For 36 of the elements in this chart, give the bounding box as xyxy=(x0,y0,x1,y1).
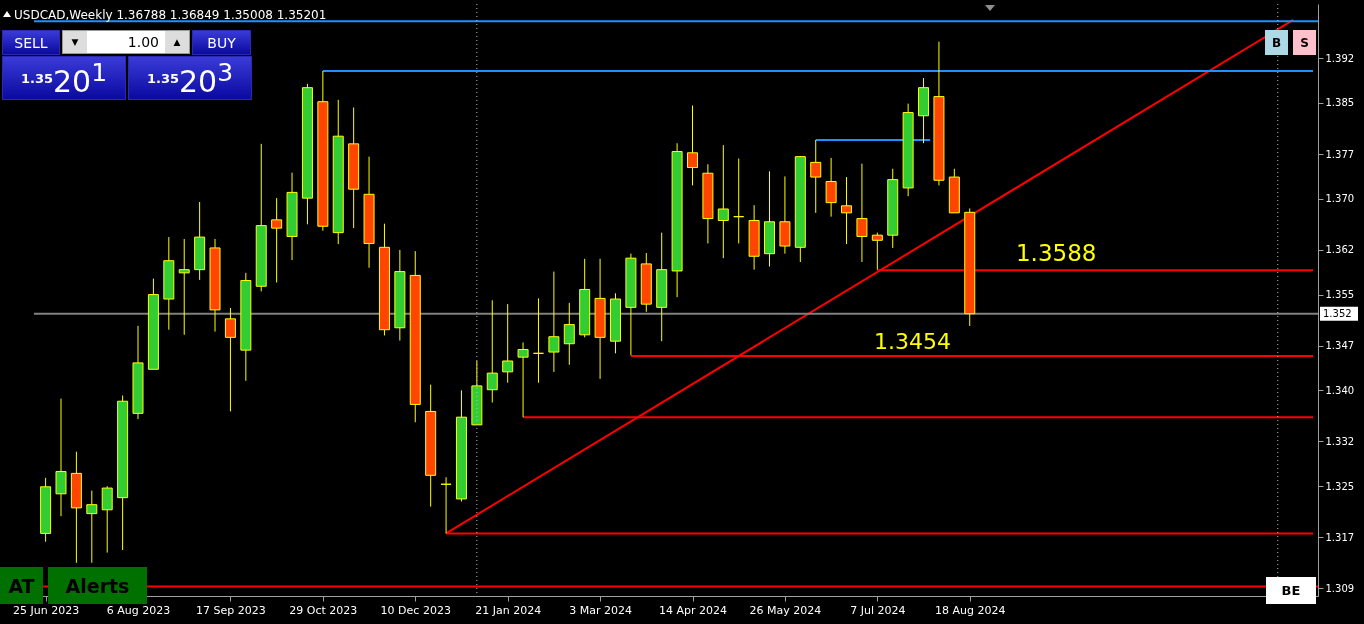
at-button: AT xyxy=(0,567,43,604)
x-tick-label: 6 Aug 2023 xyxy=(106,603,171,617)
y-tick-label: 1.362 xyxy=(1325,244,1355,256)
sell-button: SELL xyxy=(2,30,60,55)
y-tick-label: 1.325 xyxy=(1325,480,1355,492)
y-tick-label: 1.340 xyxy=(1325,384,1355,396)
buy-button: BUY xyxy=(192,30,251,55)
x-tick-label: 10 Dec 2023 xyxy=(380,603,451,617)
x-tick-label: 29 Oct 2023 xyxy=(289,603,358,617)
y-tick-label: 1.317 xyxy=(1325,531,1355,543)
x-tick-label: 3 Mar 2024 xyxy=(569,603,632,617)
chart-title: USDCAD,Weekly 1.36788 1.36849 1.35008 1.35201 xyxy=(14,8,327,22)
y-tick-label: 1.309 xyxy=(1325,582,1355,594)
y-tick-label: 1.355 xyxy=(1325,289,1355,301)
x-tick-label: 25 Jun 2023 xyxy=(13,603,80,617)
y-tick-label: 1.385 xyxy=(1325,97,1355,109)
x-tick-label: 7 Jul 2024 xyxy=(850,603,906,617)
annotation: 1.3454 xyxy=(874,328,952,354)
b-button: B xyxy=(1265,30,1288,55)
x-tick-label: 21 Jan 2024 xyxy=(475,603,542,617)
annotation: 1.3588 xyxy=(1015,240,1097,267)
alerts-button: Alerts xyxy=(48,567,147,604)
be-button: BE xyxy=(1266,577,1316,604)
x-tick-label: 26 May 2024 xyxy=(749,603,822,617)
y-tick-label: 1.332 xyxy=(1325,435,1355,447)
ref-line-label: 1.352 xyxy=(1323,307,1352,319)
y-tick-label: 1.392 xyxy=(1325,52,1355,64)
y-tick-label: 1.347 xyxy=(1325,340,1355,352)
up-arrow-button: ▲ xyxy=(165,31,189,53)
down-arrow-button: ▼ xyxy=(63,31,87,53)
y-tick-label: 1.377 xyxy=(1325,148,1355,160)
x-tick-label: 18 Aug 2024 xyxy=(935,603,1006,617)
s-button: S xyxy=(1293,30,1316,55)
y-tick-label: 1.370 xyxy=(1325,193,1355,205)
x-tick-label: 17 Sep 2023 xyxy=(196,603,266,617)
x-tick-label: 14 Apr 2024 xyxy=(658,603,728,617)
